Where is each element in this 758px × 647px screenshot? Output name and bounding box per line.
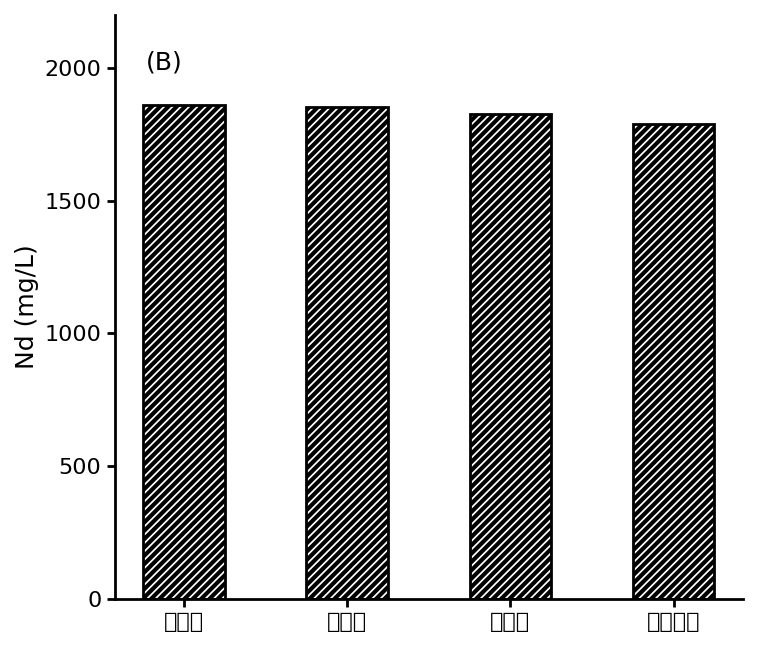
Bar (306, 107, 388, 599)
Bar (470, 114, 551, 599)
Bar (143, 105, 225, 599)
Bar (633, 124, 715, 599)
Text: (B): (B) (146, 50, 183, 74)
Y-axis label: Nd (mg/L): Nd (mg/L) (15, 245, 39, 369)
